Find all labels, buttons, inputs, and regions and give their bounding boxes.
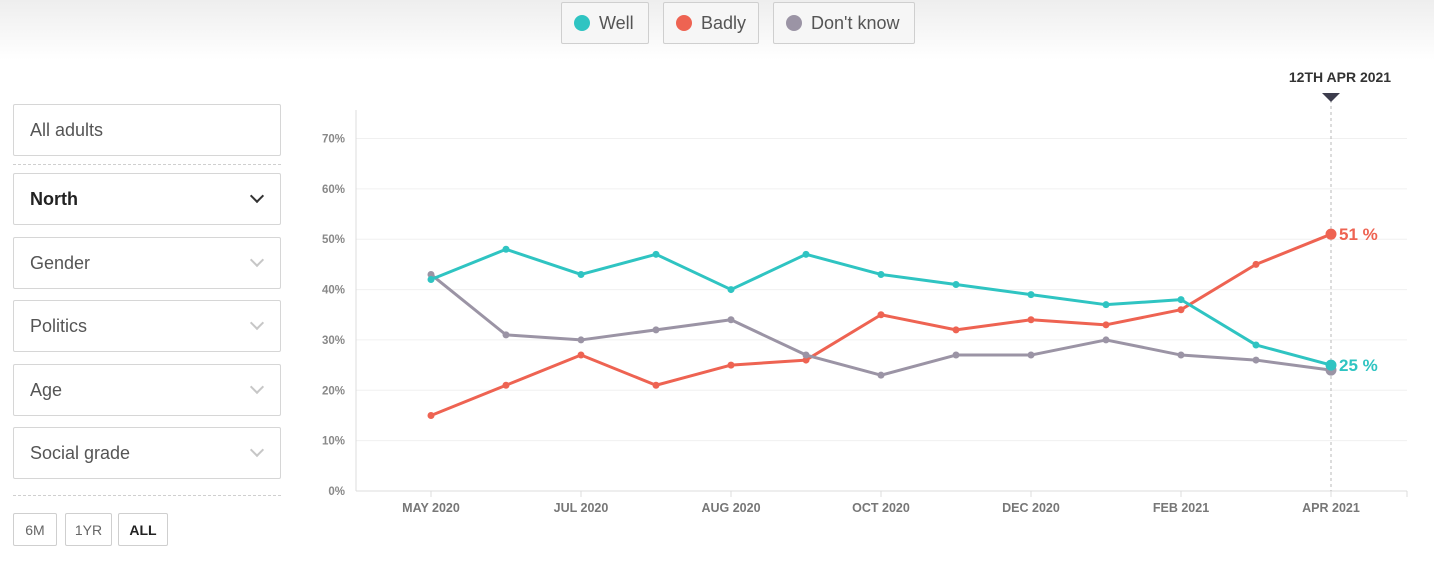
y-tick-label: 30% [322, 335, 345, 347]
filter-divider [13, 495, 281, 496]
data-point-well [1102, 301, 1110, 309]
data-point-don-t-know [952, 351, 960, 359]
data-point-well [877, 270, 885, 278]
gender-label: Gender [30, 252, 91, 273]
data-point-badly [1252, 260, 1260, 268]
y-tick-label: 70% [322, 134, 345, 146]
data-point-badly [577, 351, 585, 359]
data-point-don-t-know [427, 270, 435, 278]
data-point-don-t-know [577, 336, 585, 344]
end-value-labels: 25 % 51 % [1339, 225, 1378, 375]
x-tick-label: APR 2021 [1302, 501, 1360, 515]
data-point-badly [1325, 228, 1337, 240]
data-point-don-t-know [502, 331, 510, 339]
marker-triangle [1322, 93, 1340, 102]
dont-know-color-dot [786, 15, 802, 31]
range-all-button[interactable]: ALL [118, 513, 168, 546]
audience-field[interactable]: All adults [13, 104, 281, 156]
x-tick-label: OCT 2020 [852, 501, 910, 515]
audience-value: All adults [30, 119, 104, 140]
chart-axes [355, 110, 1408, 497]
legend: Well Badly Don't know [0, 2, 1434, 46]
data-point-badly [652, 381, 660, 389]
legend-toggle-badly[interactable]: Badly [663, 2, 759, 44]
age-label: Age [30, 379, 63, 400]
data-point-don-t-know [1102, 336, 1110, 344]
series-line-well [430, 247, 1332, 367]
end-label-well: 25 % [1339, 356, 1378, 375]
range-1yr-label: 1YR [74, 521, 103, 538]
range-all-label: ALL [129, 521, 157, 538]
data-point-well [1177, 296, 1185, 304]
data-point-don-t-know [1177, 351, 1185, 359]
data-point-well [952, 281, 960, 289]
politics-label: Politics [30, 315, 88, 336]
x-axis-ticks: MAY 2020 JUL 2020 AUG 2020 OCT 2020 DEC 2020… [402, 491, 1360, 515]
y-tick-label: 40% [322, 285, 345, 297]
end-label-badly: 51 % [1339, 225, 1378, 244]
data-point-badly [877, 311, 885, 319]
well-color-dot [574, 15, 590, 31]
legend-toggle-well[interactable]: Well [561, 2, 649, 44]
x-tick-label: MAY 2020 [402, 501, 460, 515]
data-point-well [652, 250, 660, 258]
politics-select[interactable]: Politics [13, 300, 281, 352]
marker-date-label: 12TH APR 2021 [1289, 69, 1391, 85]
filter-divider [13, 164, 281, 165]
y-tick-label: 60% [322, 184, 345, 196]
series-line-badly [430, 232, 1332, 417]
legend-label-dont-know: Don't know [811, 12, 900, 33]
data-point-don-t-know [727, 316, 735, 324]
data-point-badly [727, 361, 735, 369]
range-6m-label: 6M [25, 521, 45, 538]
data-point-well [802, 250, 810, 258]
data-point-well [1252, 341, 1260, 349]
social-grade-label: Social grade [30, 442, 131, 463]
y-tick-label: 10% [322, 436, 345, 448]
y-tick-label: 50% [322, 234, 345, 246]
data-point-well [427, 276, 435, 283]
range-1yr-button[interactable]: 1YR [65, 513, 112, 546]
data-point-well [1325, 359, 1337, 371]
x-tick-label: JUL 2020 [554, 501, 609, 515]
region-value: North [30, 188, 78, 209]
badly-color-dot [676, 15, 692, 31]
y-tick-label: 20% [322, 385, 345, 397]
data-point-don-t-know [877, 371, 885, 379]
y-tick-label: 0% [328, 486, 345, 498]
legend-label-badly: Badly [701, 12, 747, 33]
data-point-well [577, 270, 585, 278]
data-point-well [502, 245, 510, 253]
data-point-badly [952, 326, 960, 334]
data-point-well [727, 286, 735, 294]
data-point-badly [1027, 316, 1035, 324]
data-point-don-t-know [1252, 356, 1260, 364]
legend-label-well: Well [599, 12, 634, 33]
chart-series [427, 228, 1337, 419]
date-marker: 12TH APR 2021 [1289, 69, 1391, 491]
data-point-badly [502, 381, 510, 389]
gender-select[interactable]: Gender [13, 237, 281, 289]
x-tick-label: AUG 2020 [701, 501, 760, 515]
social-grade-select[interactable]: Social grade [13, 427, 281, 479]
data-point-badly [427, 411, 435, 419]
data-point-badly [1102, 321, 1110, 329]
legend-toggle-dont-know[interactable]: Don't know [773, 2, 915, 44]
data-point-badly [1177, 306, 1185, 314]
region-select[interactable]: North [13, 173, 281, 225]
chart-grid [356, 138, 1407, 442]
range-6m-button[interactable]: 6M [13, 513, 57, 546]
y-axis-ticks: 0% 10% 20% 30% 40% 50% 60% 70% [322, 134, 345, 499]
data-point-well [1027, 291, 1035, 299]
x-tick-label: DEC 2020 [1002, 501, 1060, 515]
age-select[interactable]: Age [13, 364, 281, 416]
data-point-badly [802, 356, 810, 364]
data-point-don-t-know [802, 351, 810, 359]
data-point-don-t-know [1027, 351, 1035, 359]
data-point-don-t-know [652, 326, 660, 334]
x-tick-label: FEB 2021 [1153, 501, 1209, 515]
